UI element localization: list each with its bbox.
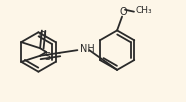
Text: S: S — [44, 52, 50, 62]
Text: NH: NH — [80, 44, 95, 54]
Text: O: O — [119, 7, 127, 17]
Text: O: O — [38, 32, 46, 42]
Text: CH₃: CH₃ — [136, 6, 153, 15]
